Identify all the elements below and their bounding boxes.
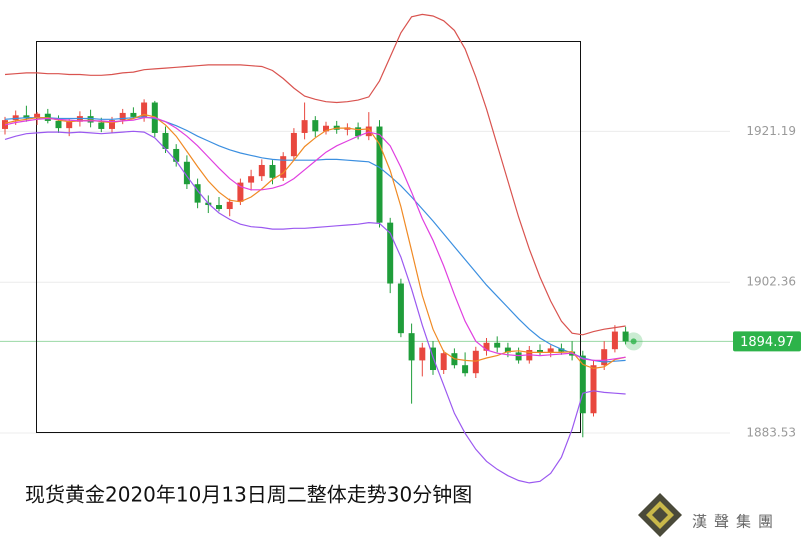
candle-body xyxy=(183,161,190,185)
logo: 漢聲集團 xyxy=(638,493,780,537)
candle-body xyxy=(66,121,73,129)
y-tick-label: 1921.19 xyxy=(746,124,796,138)
candle-body xyxy=(216,205,222,210)
candle-body xyxy=(258,164,265,177)
candle-body xyxy=(558,348,565,352)
candle-body xyxy=(119,112,126,121)
candle-body xyxy=(387,222,394,284)
labels: 1883.53 1902.36 1921.19 1894.97 xyxy=(624,124,801,440)
candle-body xyxy=(408,333,415,361)
candle-body xyxy=(494,342,501,348)
candle-body xyxy=(173,148,180,162)
last-price-box xyxy=(733,331,801,352)
candle-body xyxy=(23,115,30,119)
chart-title: 现货黄金2020年10月13日周二整体走势30分钟图 xyxy=(25,483,472,507)
logo-core xyxy=(652,507,668,523)
candle-body xyxy=(312,120,319,132)
candle-body xyxy=(87,116,94,123)
candle-body xyxy=(355,127,362,137)
candle-body xyxy=(98,122,105,129)
candle-body xyxy=(440,353,447,371)
candle-body xyxy=(504,347,511,353)
candle-body xyxy=(109,120,115,129)
indicator-line xyxy=(4,130,626,484)
logo-text: 漢聲集團 xyxy=(692,513,780,531)
indicator-line xyxy=(4,13,626,336)
candle-body xyxy=(237,182,244,202)
y-tick-label: 1883.53 xyxy=(746,426,796,440)
candle-body xyxy=(483,342,490,351)
candle-body xyxy=(269,164,276,178)
candle-body xyxy=(611,331,618,350)
candle-body xyxy=(376,126,383,223)
candle-body xyxy=(280,156,287,178)
candle-body xyxy=(462,365,469,374)
candle-body xyxy=(248,176,255,183)
candle-body xyxy=(34,113,41,119)
candle-body xyxy=(301,120,308,133)
candle-body xyxy=(472,350,479,374)
candle-body xyxy=(226,201,233,210)
candle-body xyxy=(419,347,426,361)
candle-body xyxy=(515,352,522,361)
candle-body xyxy=(290,132,297,157)
grid xyxy=(0,130,733,434)
frame-box xyxy=(36,41,581,433)
indicator-line xyxy=(4,113,626,370)
candle-body xyxy=(55,120,62,129)
last-price-dot xyxy=(630,338,637,345)
candle-body xyxy=(365,126,372,137)
candle-body xyxy=(547,348,554,353)
candle-body xyxy=(12,115,19,121)
candle-body xyxy=(397,283,404,334)
indicator-lines xyxy=(4,13,626,484)
candle-body xyxy=(323,125,329,132)
y-tick-label: 1902.36 xyxy=(746,275,796,289)
candle-body xyxy=(590,365,597,414)
indicator-line xyxy=(4,117,626,361)
candle-body xyxy=(579,355,586,414)
candle-body xyxy=(537,349,543,353)
indicator-line xyxy=(4,116,626,363)
candle-body xyxy=(130,112,137,117)
candle-body xyxy=(601,349,608,366)
candle-body xyxy=(162,132,169,149)
candle-body xyxy=(141,102,148,117)
last-price-label: 1894.97 xyxy=(740,335,794,350)
candle-body xyxy=(194,184,201,203)
candle-body xyxy=(622,331,629,342)
